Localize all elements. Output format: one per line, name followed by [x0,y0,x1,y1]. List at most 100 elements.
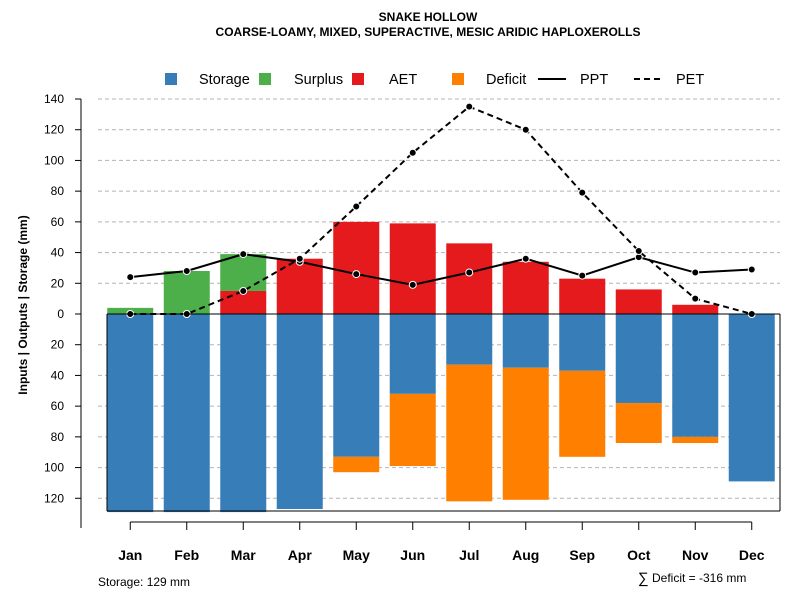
deficit-bar [672,436,719,443]
gridlines [98,98,780,499]
x-tick-label: May [343,547,370,563]
pet-point [691,294,700,303]
ppt-point [408,280,417,289]
legend-swatch [352,73,364,85]
pet-point [578,188,587,197]
storage-bar [163,314,210,513]
axes: 140 120 100 80 60 40 20 0 20 40 60 80 100 120 Jan Feb Ma… [44,92,781,563]
deficit-bar [389,393,436,467]
deficit-bar [446,364,493,502]
deficit-bar [615,403,662,443]
deficit-bar [502,367,549,500]
x-tick-label: Jul [459,547,479,563]
y-tick-label: 140 [44,92,64,106]
y-axis-label: Inputs | Outputs | Storage (mm) [16,215,30,394]
storage-bar [446,314,493,365]
legend-swatch [452,73,464,85]
y-tick-label: 0 [57,307,64,321]
ppt-point [521,254,530,263]
aet-bar [559,278,606,314]
x-tick-label: Nov [682,547,709,563]
pet-point [295,254,304,263]
aet-bar [615,289,662,314]
legend-item-pet: PET [634,72,704,88]
x-tick-label: Jan [118,547,142,563]
aet-bar [389,223,436,314]
legend-item-storage: Storage [165,72,250,88]
chart-legend: Storage Surplus AET Deficit PPT PET [165,72,704,88]
x-tick-label: Jun [400,547,425,563]
legend-item-deficit: Deficit [452,72,526,88]
x-tick-label: Dec [739,547,765,563]
storage-bar [389,314,436,394]
ppt-point [465,268,474,277]
y-tick-label: 80 [51,184,65,198]
ppt-point [182,267,191,276]
ppt-point [691,268,700,277]
x-tick-label: Oct [627,547,651,563]
legend-label: Surplus [294,72,343,88]
storage-bar [728,314,775,482]
surplus-bar [220,254,267,291]
storage-annotation: Storage: 129 mm [98,575,190,589]
chart-title: SNAKE HOLLOW [379,10,478,24]
y-tick-label: 120 [44,491,64,505]
aet-bar [502,261,549,314]
x-tick-label: Sep [569,547,595,563]
storage-bar [276,314,323,510]
aet-bar [333,221,380,314]
legend-item-surplus: Surplus [259,72,343,88]
ppt-point [747,265,756,274]
legend-label: Deficit [486,72,526,88]
y-tick-label: 80 [51,430,65,444]
pet-point [521,125,530,134]
ppt-point [578,271,587,280]
deficit-bar [333,456,380,473]
storage-bar [502,314,549,368]
y-tick-label: 20 [51,338,65,352]
deficit-annotation: Deficit = -316 mm [652,571,746,585]
ppt-point [352,270,361,279]
pet-point [465,102,474,111]
x-tick-label: Apr [288,547,313,563]
y-tick-label: 40 [51,246,65,260]
deficit-bar [559,370,606,457]
y-tick-label: 60 [51,215,65,229]
legend-label: PPT [580,72,608,88]
ppt-point [126,273,135,282]
pet-point [634,247,643,256]
x-tick-label: Mar [231,547,256,563]
y-tick-label: 60 [51,399,65,413]
storage-bar [220,314,267,513]
bar-layer [107,221,775,513]
y-tick-label: 100 [44,153,64,167]
storage-bar [107,314,154,513]
line-layer [126,102,756,318]
pet-point [408,148,417,157]
legend-item-ppt: PPT [538,72,608,88]
legend-item-aet: AET [352,72,417,88]
storage-bar [333,314,380,457]
legend-swatch [259,73,271,85]
legend-label: PET [676,72,704,88]
ppt-point [239,250,248,259]
aet-bar [446,243,493,314]
sum-symbol: ∑ [638,570,649,587]
x-tick-label: Aug [512,547,539,563]
y-tick-label: 40 [51,368,65,382]
legend-label: AET [389,72,417,88]
pet-point [352,202,361,211]
pet-point [239,286,248,295]
y-tick-label: 20 [51,276,65,290]
storage-bar [672,314,719,437]
chart-subtitle: COARSE-LOAMY, MIXED, SUPERACTIVE, MESIC … [216,25,641,39]
storage-bar [559,314,606,371]
x-tick-label: Feb [174,547,199,563]
storage-bar [615,314,662,404]
aet-bar [672,304,719,314]
legend-label: Storage [199,72,250,88]
y-tick-label: 120 [44,123,64,137]
legend-swatch [165,73,177,85]
pet-line [130,105,753,315]
